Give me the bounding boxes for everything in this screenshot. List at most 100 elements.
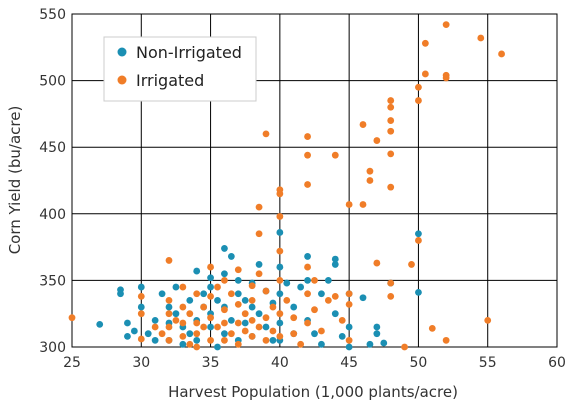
plot-frame: [71, 13, 558, 348]
data-point: [193, 343, 201, 351]
data-point: [387, 183, 395, 191]
data-point: [387, 127, 395, 135]
data-point: [442, 336, 450, 344]
data-point: [151, 323, 159, 331]
legend-label-irrigated: Irrigated: [136, 71, 204, 90]
data-point: [304, 319, 311, 327]
data-point: [221, 245, 228, 252]
data-point: [276, 247, 284, 255]
legend-marker-non-irrigated: [117, 47, 127, 57]
y-axis-title: Corn Yield (bu/acre): [6, 106, 24, 255]
data-point: [221, 306, 228, 314]
data-point: [262, 336, 270, 344]
data-point: [124, 332, 131, 340]
data-point: [193, 330, 201, 338]
data-point: [373, 323, 381, 331]
data-point: [207, 283, 214, 291]
y-tick-label: 550: [39, 7, 66, 23]
data-point: [241, 310, 249, 318]
data-point: [311, 330, 318, 338]
data-point: [373, 330, 381, 338]
data-point: [200, 303, 208, 311]
data-point: [234, 319, 242, 327]
data-point: [207, 336, 214, 344]
data-point: [193, 267, 201, 275]
data-point: [262, 323, 270, 331]
data-point: [290, 303, 298, 311]
data-point: [179, 332, 187, 340]
data-point: [338, 332, 346, 340]
data-point: [151, 316, 159, 324]
data-point: [318, 340, 325, 348]
data-point: [304, 277, 311, 284]
data-point: [165, 310, 173, 318]
data-point: [318, 327, 325, 335]
x-axis-title: Harvest Population (1,000 plants/acre): [168, 383, 458, 401]
legend-box: [103, 36, 257, 102]
data-point: [269, 336, 277, 344]
data-point: [68, 314, 76, 322]
data-point: [345, 343, 353, 351]
data-point: [255, 261, 263, 268]
data-point: [373, 259, 381, 267]
data-point: [234, 300, 242, 308]
data-point: [276, 213, 284, 220]
data-point: [151, 336, 159, 344]
data-point: [165, 336, 173, 344]
data-point: [283, 296, 291, 304]
data-point: [207, 263, 214, 271]
data-point: [345, 336, 353, 344]
data-point: [179, 319, 187, 327]
data-point: [262, 314, 270, 322]
data-point: [214, 323, 221, 331]
data-point: [227, 330, 235, 338]
data-point: [304, 133, 311, 140]
data-point: [498, 50, 505, 58]
data-point: [172, 310, 180, 318]
legend-marker-irrigated: [117, 75, 127, 85]
data-point: [345, 201, 353, 208]
data-point: [345, 290, 353, 298]
data-point: [186, 330, 194, 338]
data-point: [276, 332, 284, 340]
data-point: [276, 229, 284, 236]
data-point: [207, 274, 214, 282]
data-point: [276, 310, 284, 318]
data-point: [387, 292, 395, 300]
data-point: [345, 323, 353, 331]
y-axis-ticks: 300 350 400 450 500 550: [39, 7, 66, 356]
data-point: [179, 340, 187, 348]
data-point: [158, 330, 166, 338]
data-point: [415, 230, 422, 238]
data-point: [221, 277, 228, 284]
y-tick-label: 400: [39, 207, 66, 223]
data-point: [193, 336, 201, 344]
data-point: [408, 261, 415, 268]
data-point: [262, 287, 270, 295]
data-point: [331, 310, 339, 318]
y-tick-label: 450: [39, 140, 66, 156]
data-point: [304, 263, 311, 271]
data-point: [415, 97, 422, 104]
data-point: [304, 290, 311, 298]
x-axis-ticks: 25 30 35 40 45 50 55 60: [63, 355, 566, 371]
data-point: [276, 263, 284, 271]
data-point: [200, 323, 208, 331]
data-point: [214, 296, 221, 304]
data-point: [297, 283, 305, 291]
data-point: [311, 277, 318, 284]
data-point: [331, 261, 339, 268]
data-point: [442, 21, 450, 29]
data-point: [401, 343, 408, 351]
data-point: [255, 310, 263, 318]
data-point: [124, 319, 131, 327]
data-point: [130, 327, 138, 335]
x-tick-label: 55: [479, 355, 497, 371]
data-point: [366, 177, 374, 184]
data-point: [283, 279, 291, 287]
data-point: [380, 339, 388, 347]
data-point: [214, 343, 221, 351]
data-point: [415, 83, 422, 91]
data-point: [331, 292, 339, 300]
